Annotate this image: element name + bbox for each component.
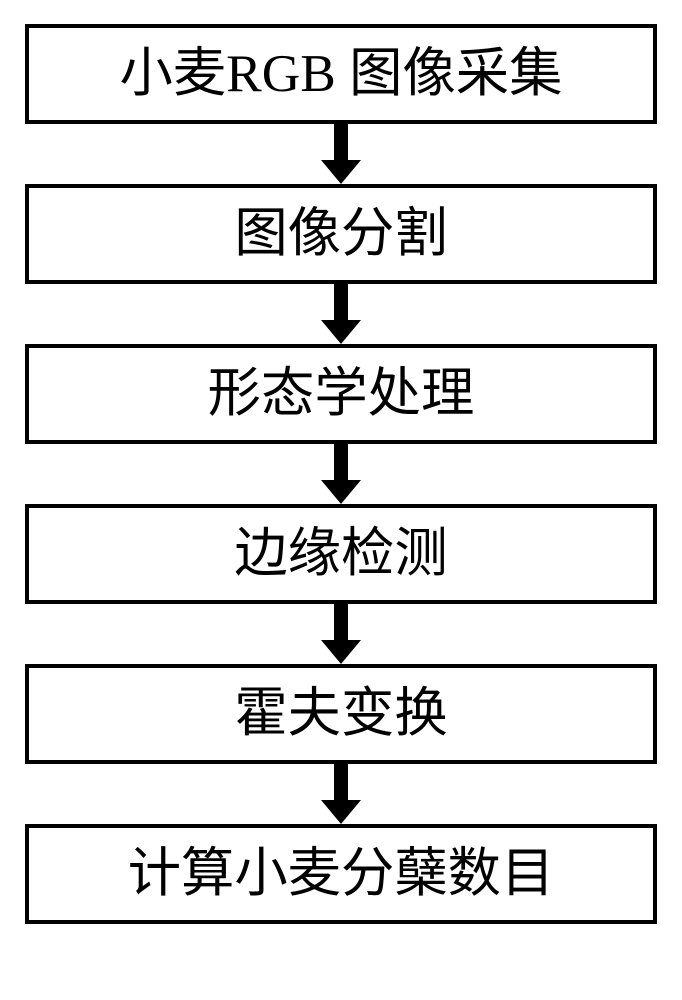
flowchart-container: 小麦RGB 图像采集 图像分割 形态学处理 边缘检测 霍夫变换 计算小麦分蘖数目 [0, 0, 682, 1000]
step-label: 小麦RGB 图像采集 [120, 47, 563, 100]
step-box-edge-detection: 边缘检测 [25, 504, 657, 604]
step-label: 计算小麦分蘖数目 [128, 847, 555, 900]
arrow-4 [0, 604, 682, 664]
step-label: 边缘检测 [234, 527, 447, 580]
step-box-segmentation: 图像分割 [25, 184, 657, 284]
step-box-hough-transform: 霍夫变换 [25, 664, 657, 764]
step-box-rgb-acquisition: 小麦RGB 图像采集 [25, 24, 657, 124]
step-label: 霍夫变换 [234, 687, 447, 740]
step-label: 形态学处理 [208, 367, 475, 420]
step-label: 图像分割 [234, 207, 447, 260]
step-box-count-tillers: 计算小麦分蘖数目 [25, 824, 657, 924]
step-box-morphology: 形态学处理 [25, 344, 657, 444]
arrow-1 [0, 124, 682, 184]
arrow-3 [0, 444, 682, 504]
arrow-2 [0, 284, 682, 344]
arrow-5 [0, 764, 682, 824]
